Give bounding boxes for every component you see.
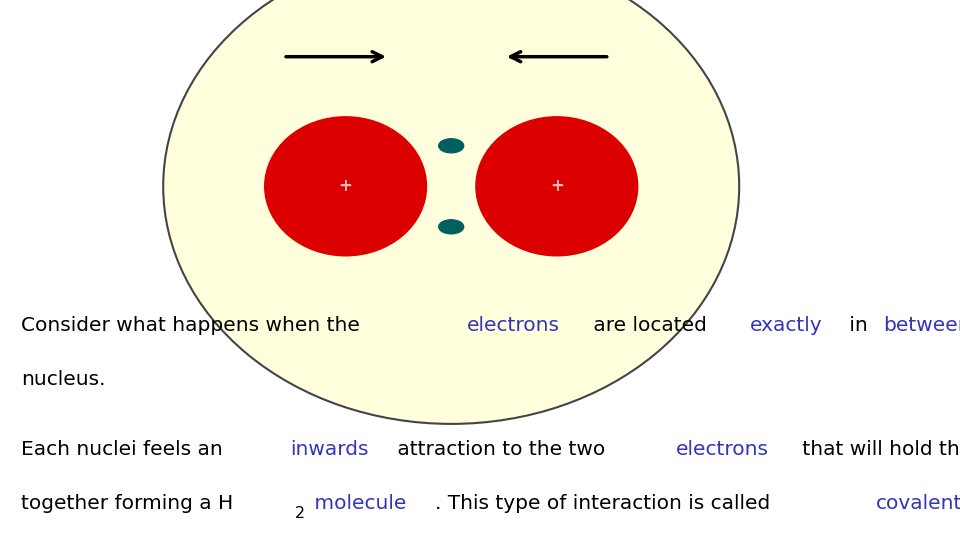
- Text: Each nuclei feels an: Each nuclei feels an: [21, 440, 229, 459]
- Text: are located: are located: [587, 316, 713, 335]
- Circle shape: [439, 220, 464, 234]
- Circle shape: [439, 139, 464, 153]
- Text: electrons: electrons: [467, 316, 560, 335]
- Text: together forming a H: together forming a H: [21, 494, 233, 513]
- Text: electrons: electrons: [676, 440, 769, 459]
- Text: covalent: covalent: [876, 494, 960, 513]
- Text: . This type of interaction is called: . This type of interaction is called: [435, 494, 777, 513]
- Text: 2: 2: [295, 506, 305, 521]
- Text: that will hold the two atoms: that will hold the two atoms: [796, 440, 960, 459]
- Text: +: +: [550, 177, 564, 195]
- Text: inwards: inwards: [290, 440, 369, 459]
- Text: exactly: exactly: [750, 316, 822, 335]
- Text: molecule: molecule: [308, 494, 406, 513]
- Ellipse shape: [264, 116, 427, 256]
- Text: attraction to the two: attraction to the two: [391, 440, 612, 459]
- Text: +: +: [339, 177, 352, 195]
- Ellipse shape: [163, 0, 739, 424]
- Text: nucleus.: nucleus.: [21, 370, 106, 389]
- Ellipse shape: [475, 116, 638, 256]
- Text: in: in: [843, 316, 875, 335]
- Text: between: between: [883, 316, 960, 335]
- Text: Consider what happens when the: Consider what happens when the: [21, 316, 367, 335]
